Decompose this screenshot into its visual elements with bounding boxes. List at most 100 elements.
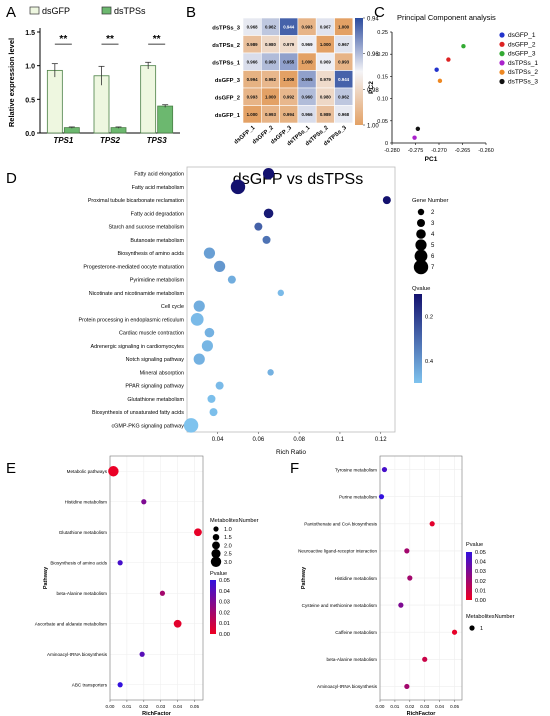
bar (110, 127, 127, 134)
y-tick-label: 0.20 (377, 52, 388, 58)
x-tick-label: -0.260 (478, 148, 494, 154)
heatmap-cell-value: 1.000 (338, 25, 350, 30)
x-tick-label: 0.04 (435, 704, 444, 709)
pathway-label: Nicotinate and nicotinamide metabolism (89, 291, 185, 297)
bar (46, 69, 63, 134)
y-tick-label: 0.25 (377, 30, 388, 36)
significance-label: ** (153, 34, 161, 45)
size-legend-dot (469, 625, 475, 631)
pvalue-scale-label: 0.04 (219, 589, 230, 595)
heatmap-cell-value: 0.960 (265, 60, 277, 65)
y-tick-label: 1.5 (25, 30, 35, 37)
size-legend-label: 4 (431, 232, 435, 238)
heatmap-cell-value: 0.992 (283, 95, 295, 100)
pca-point (461, 44, 466, 49)
metabolite-bubble (404, 548, 410, 554)
pathway-bubble (262, 235, 271, 244)
heatmap-cell-value: 0.960 (302, 95, 314, 100)
pathway-label: Starch and sucrose metabolism (108, 225, 184, 231)
size-legend-dot (417, 208, 425, 216)
pca-point (412, 135, 417, 140)
size-legend-dot (212, 541, 220, 550)
pathway-label: Biosynthesis of amino acids (117, 251, 184, 257)
pathway-label: Mineral absorption (140, 370, 184, 376)
panel-letter: D (6, 170, 17, 187)
metabolite-bubble (378, 494, 385, 500)
y-tick-label: 0.5 (25, 97, 35, 104)
heatmap-cell-value: 0.989 (247, 42, 259, 47)
pathway-bubble (190, 312, 204, 326)
x-axis-label: RichFactor (407, 711, 437, 716)
scale-label: 1.00 (367, 124, 379, 130)
heatmap-cell-value: 1.000 (247, 112, 259, 117)
pathway-label: Glutathione metabolism (59, 530, 107, 535)
heatmap-cell (334, 105, 354, 124)
pathway-bubble (203, 247, 216, 259)
pathway-bubble (227, 275, 236, 284)
heatmap-row-label: dsTPSs_3 (212, 25, 240, 31)
legend-label: dsGFP_3 (508, 51, 536, 58)
pvalue-scale-label: 0.05 (219, 578, 230, 584)
heatmap-cell-value: 0.993 (247, 95, 259, 100)
heatmap-cell-value: 0.955 (302, 77, 314, 82)
panel-e-metabolite-bubble-chart: E Metabolic pathways Histidine metabolism G… (6, 455, 259, 716)
pathway-bubble (209, 408, 218, 417)
pvalue-scale-label: 0.00 (475, 598, 486, 604)
heatmap-cell-value: 0.968 (338, 112, 350, 117)
scale-label: 0.94 (367, 17, 379, 23)
heatmap-cell-value: 0.966 (302, 112, 314, 117)
heatmap-cell-value: 0.968 (247, 25, 259, 30)
metabolite-bubble (141, 499, 147, 505)
pathway-bubble (204, 327, 215, 338)
size-legend-label: 2.0 (224, 543, 232, 549)
heatmap-color-scale (355, 18, 363, 125)
pathway-label: beta-Alanine metabolism (56, 591, 107, 596)
heatmap-cell-value: 0.944 (338, 77, 350, 82)
x-tick-label: 0.1 (336, 437, 345, 443)
metabolite-bubble (398, 602, 404, 608)
pathway-label: Histidine metabolism (335, 576, 378, 581)
size-legend-dot (210, 556, 222, 567)
pathway-label: Histidine metabolism (65, 500, 108, 505)
pathway-label: Cell cycle (161, 304, 184, 310)
pathway-label: Adrenergic signaling in cardiomyocytes (91, 344, 185, 350)
y-tick-label: 0.10 (377, 97, 388, 103)
legend-swatch (101, 6, 112, 15)
heatmap-cell-value: 0.979 (283, 42, 295, 47)
heatmap-cell-value: 0.967 (320, 25, 332, 30)
pathway-bubble (193, 300, 205, 312)
x-tick-label: 0.01 (122, 704, 131, 709)
size-legend-label: 3.0 (224, 560, 232, 566)
panel-f-metabolite-bubble-chart: F Tyrosine metabolism Purine metabolism Pan… (290, 455, 515, 716)
pathway-bubble (193, 353, 205, 365)
y-axis-label: Pathway (301, 566, 307, 589)
heatmap-row-label: dsTPSs_2 (212, 43, 240, 49)
qvalue-color-scale (414, 294, 422, 383)
pathway-label: Ascorbate and aldarate metabolism (35, 622, 107, 627)
pathway-label: Aminoacyl-tRNA biosynthesis (47, 652, 108, 657)
color-legend-title: Pvalue (466, 542, 483, 548)
pathway-label: Proximal tubule bicarbonate reclamation (88, 198, 184, 204)
heatmap-row-label: dsGFP_1 (215, 113, 241, 119)
legend-label: dsTPSs_2 (508, 69, 538, 76)
legend-swatch (29, 6, 40, 15)
panel-letter: A (6, 4, 16, 21)
heatmap-cell-value: 0.962 (265, 25, 277, 30)
plot-area (186, 166, 396, 433)
y-axis-label: Pathway (43, 566, 49, 589)
heatmap-cell-value: 1.000 (265, 95, 277, 100)
heatmap-row-label: dsTPSs_1 (212, 60, 240, 66)
pathway-bubble (201, 340, 213, 352)
x-tick-label: 0.04 (212, 437, 224, 443)
qvalue-scale-label: 0.4 (425, 359, 434, 365)
pathway-bubble (214, 260, 226, 272)
pathway-label: Pyrimidine metabolism (130, 278, 185, 284)
pathway-label: Cardiac muscle contraction (119, 331, 184, 337)
pvalue-scale-label: 0.02 (475, 579, 486, 585)
panel-a-bar-chart: A 0.0 0.5 1.0 1.5 Relative expression level ds… (6, 4, 180, 145)
legend-label: dsGFP (42, 6, 70, 16)
metabolite-bubble (139, 651, 145, 657)
legend-marker (499, 51, 505, 57)
size-legend-dot (414, 249, 428, 263)
